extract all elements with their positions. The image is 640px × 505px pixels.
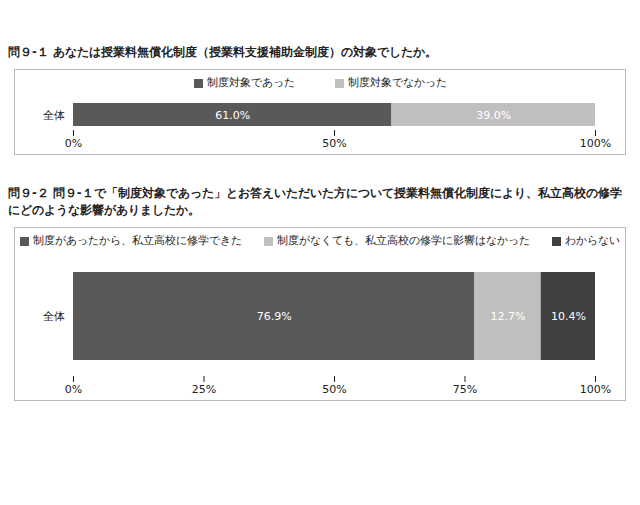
html-text:制度があったから、私立高校に修学できた: 制度があったから、私立高校に修学できた [33, 234, 242, 246]
svg-text:61.0%: 61.0% [215, 109, 250, 122]
svg-text:12.7%: 12.7% [491, 310, 526, 323]
svg-text:39.0%: 39.0% [476, 109, 511, 122]
svg-text:76.9%: 76.9% [257, 310, 292, 323]
svg-text:75%: 75% [453, 383, 477, 396]
svg-text:50%: 50% [322, 137, 346, 150]
html-text:制度対象であった: 制度対象であった [206, 76, 295, 88]
html-text:制度対象でなかった: 制度対象でなかった [347, 76, 447, 88]
html-text:制度がなくても、私立高校の修学に影響はなかった: 制度がなくても、私立高校の修学に影響はなかった [277, 234, 530, 246]
svg-text:10.4%: 10.4% [551, 310, 586, 323]
html-text:問９-１ あなたは授業料無償化制度（授業料支援補助金制度）の: 問９-１ あなたは授業料無償化制度（授業料支援補助金制度）の対象でしたか。 [8, 45, 437, 59]
svg-text:全体: 全体 [43, 310, 65, 323]
svg-text:50%: 50% [322, 383, 346, 396]
svg-text:0%: 0% [65, 137, 82, 150]
svg-text:100%: 100% [580, 137, 611, 150]
html-text:問９-２ 問９-１で「制度対象であった」とお答えいただいた方: 問９-２ 問９-１で「制度対象であった」とお答えいただいた方について授業料無償化… [8, 186, 622, 217]
html-text:わからない: わからない [565, 234, 620, 246]
svg-text:100%: 100% [580, 383, 611, 396]
svg-text:25%: 25% [192, 383, 216, 396]
svg-text:全体: 全体 [43, 109, 65, 122]
svg-text:0%: 0% [65, 383, 82, 396]
